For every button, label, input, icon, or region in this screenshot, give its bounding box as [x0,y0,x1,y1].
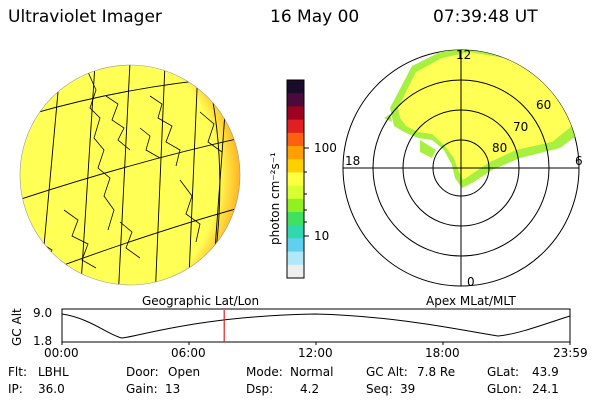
mlat-label-70: 70 [513,120,529,134]
timeline-x-tick-1800: 18:00 [425,346,460,360]
polar-plot [342,49,580,287]
colorbar-ticks [304,147,309,237]
polar-caption: Apex MLat/MLT [426,294,516,308]
colorbar-segment [287,93,304,107]
geo-longitude-value: 24.1 [532,382,559,396]
timeline-x-tick-1200: 12:00 [298,346,333,360]
polar-grid [343,50,579,286]
colorbar [286,79,305,279]
ip-label: IP: [8,382,23,396]
colorbar-tick-100: 100 [314,141,337,155]
altitude-timeline [61,308,571,345]
colorbar-segment [287,80,304,94]
gc-altitude-value: 7.8 Re [417,365,456,379]
colorbar-segment [287,159,304,173]
dsp-label: Dsp: [246,382,274,396]
gain-label: Gain: [126,382,158,396]
gain-value: 13 [165,382,181,396]
colorbar-unit-label: photon cm⁻²s⁻¹ [268,152,282,245]
colorbar-segment [287,238,304,253]
mlt-label-12: 12 [456,48,472,62]
colorbar-segment [287,132,304,147]
colorbar-segment [287,225,304,239]
sequence-value: 39 [400,382,416,396]
colorbar-segment [287,198,304,213]
mlt-label-18: 18 [345,154,361,168]
colorbar-segment [287,264,304,279]
timeline-axis-label: GC Alt [10,308,24,346]
colorbar-frame [286,79,305,279]
timeline-y-tick-min: 1.8 [33,334,53,348]
timeline-x-tick-0000: 00:00 [44,346,79,360]
timeline-x-tick-2359: 23:59 [553,346,588,360]
timeline-x-tick-0600: 06:00 [171,346,206,360]
mlat-label-60: 60 [536,98,552,112]
mode-value: Normal [290,365,334,379]
timeline-y-tick-max: 9.0 [33,306,53,320]
mlt-label-6: 6 [575,154,583,168]
sequence-label: Seq: [366,382,393,396]
colorbar-segment [287,106,304,121]
door-label: Door: [126,365,159,379]
colorbar-segment [287,146,304,160]
gc-altitude-label: GC Alt: [366,365,408,379]
geo-latitude-value: 43.9 [532,365,559,379]
ip-value: 36.0 [38,382,65,396]
observation-date: 16 May 00 [270,7,360,27]
geo-latitude-label: GLat: [487,365,520,379]
door-value: Open [168,365,201,379]
observation-time: 07:39:48 UT [433,7,538,27]
altitude-curve [61,313,571,339]
colorbar-segment [287,185,304,200]
earth-image [19,64,241,286]
colorbar-segment [287,251,304,266]
dsp-value: 4.2 [300,382,320,396]
auroral-oval [384,50,579,188]
mlat-label-80: 80 [492,141,508,155]
mlt-label-0: 0 [467,275,475,289]
earth-caption: Geographic Lat/Lon [142,294,260,308]
earth-disk [20,65,240,285]
filter-value: LBHL [38,365,69,379]
colorbar-segment [287,172,304,187]
instrument-title: Ultraviolet Imager [8,7,162,27]
geo-longitude-label: GLon: [487,382,522,396]
timeline-x-ticks [61,342,571,345]
filter-label: Flt: [8,365,27,379]
colorbar-segment [287,119,304,134]
colorbar-segment [287,212,304,226]
colorbar-tick-10: 10 [314,229,330,243]
mode-label: Mode: [246,365,283,379]
